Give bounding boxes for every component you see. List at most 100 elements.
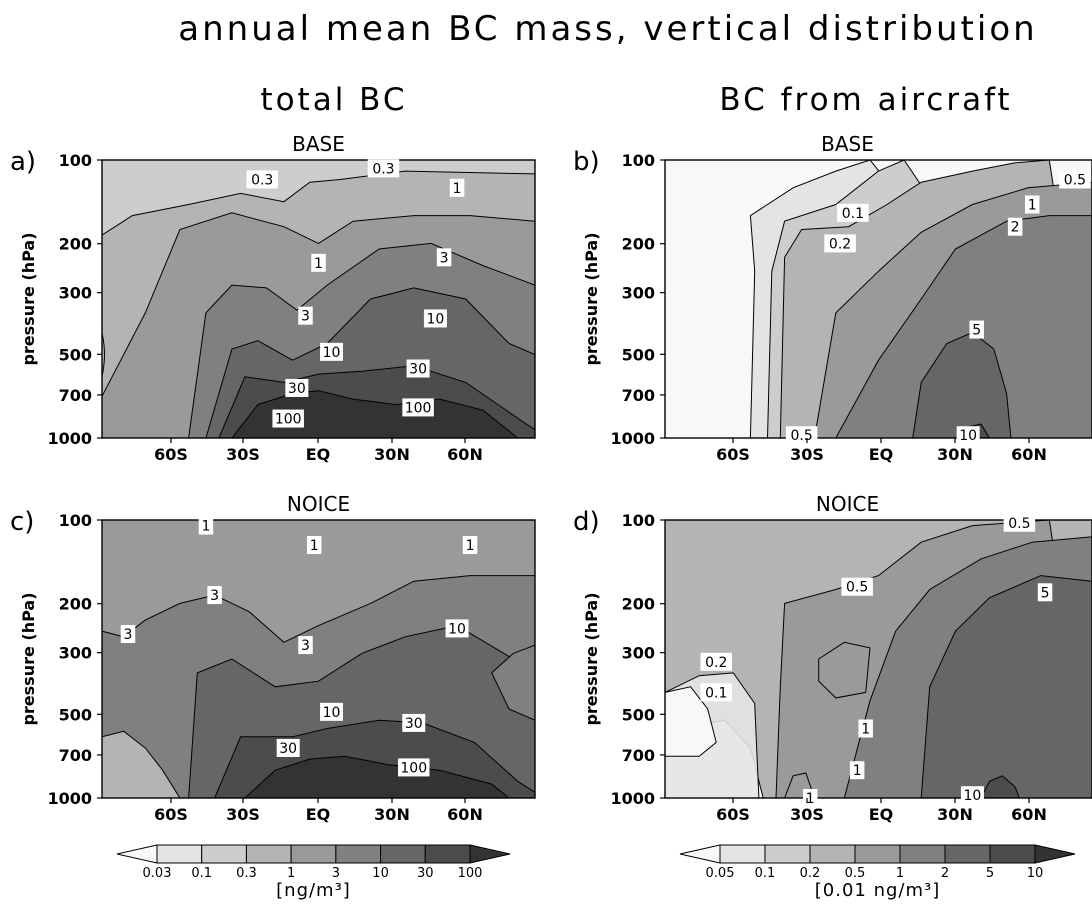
colorbar-tick-label: 1 [896,866,904,881]
contour-label-bg [841,577,873,596]
contour-label: 30 [409,362,427,378]
contour-fill-group [102,160,535,438]
colorbar-tick-label: 0.1 [191,866,212,881]
y-tick-label: 300 [59,644,92,663]
y-tick-label: 200 [622,595,655,614]
x-tick-label: 30S [226,805,260,824]
panel-letter: b) [573,147,600,177]
colorbar-tick-label: 3 [332,866,340,881]
panel-title: NOICE [816,492,879,516]
y-axis-label: pressure (hPa) [582,592,601,725]
contour-label-bg [319,342,343,361]
panel-title: NOICE [287,492,350,516]
colorbar-swatch [989,844,1036,864]
y-tick-label: 200 [59,235,92,254]
contour-label: 1 [466,538,475,554]
contour-label-bg [272,409,304,428]
y-tick-label: 700 [59,386,92,405]
y-tick-label: 100 [622,151,655,170]
x-tick-label: EQ [306,805,331,824]
contour-level-3 [920,575,1092,798]
panel-c: 1 1 1 3 3 3 10 10 30 30 100 100 200 300 500 700 1000 60S 3… [10,492,536,824]
contour-label: 0.5 [846,580,868,596]
contour-label: 10 [323,345,341,361]
contour-low-pocket [102,730,181,798]
contour-label: 2 [1011,220,1020,236]
contour-label: 10 [448,621,466,637]
contour-label: 3 [124,627,133,643]
contour-label: 100 [275,412,302,428]
contour-label: 5 [972,323,981,339]
contour-label: 1 [310,538,319,554]
contour-label-bg [1007,217,1023,236]
contour-label-bg [406,359,430,378]
contour-label-bg [1024,195,1040,214]
contour-label-bg [285,378,309,397]
y-tick-label: 100 [622,511,655,530]
y-tick-label: 500 [59,345,92,364]
x-tick-label: 30N [937,805,973,824]
x-tick-label: 30N [374,805,410,824]
figure-title: annual mean BC mass, vertical distributi… [178,9,1037,49]
contour-label-bg [956,426,980,445]
contour-label-bg [1037,583,1053,602]
colorbar-swatch [380,844,426,864]
contour-label: 3 [210,588,219,604]
y-axis-label: pressure (hPa) [19,592,38,725]
x-tick-label: 60S [716,805,750,824]
contour-label: 0.5 [1008,516,1030,532]
x-tick-label: 30N [937,445,973,464]
contour-label: 1 [861,722,870,738]
colorbar-tick-label: 2 [941,866,949,881]
contour-label-bg [824,234,856,253]
contour-label: 3 [440,250,449,266]
x-tick-label: EQ [306,445,331,464]
contour-label-bg [298,306,313,325]
panel-d: 0.5 0.5 5 0.2 0.1 1 1 1 10 100 200 300 500 700 1000 60S… [573,492,1092,824]
contour-label: 1 [853,763,862,779]
contour-label: 100 [405,400,432,416]
x-tick-label: 30S [226,445,260,464]
colorbar-tick-label: 10 [372,866,389,881]
y-tick-label: 1000 [610,789,655,808]
contour-fill-group [665,160,1092,438]
x-tick-label: 60N [447,445,483,464]
colorbar-high-triangle [469,844,511,864]
y-tick-label: 1000 [47,789,92,808]
panel-letter: a) [10,147,36,177]
panel-letter: c) [10,507,34,537]
colorbar-low-triangle [679,844,721,864]
contour-label-bg [785,426,818,445]
y-tick-label: 100 [59,511,92,530]
contour-label: 0.2 [829,236,851,252]
contour-label-bg [246,170,278,189]
contour-label-bg [207,586,222,605]
contour-label-bg [402,713,426,732]
colorbar-units: [0.01 ng/m³] [815,880,941,901]
colorbar-tick-label: 1 [287,866,295,881]
x-tick-label: 60N [1011,805,1047,824]
y-tick-label: 300 [622,284,655,303]
x-tick-label: 30S [790,805,824,824]
colorbar-swatch [201,844,247,864]
contour-label-bg [700,683,732,702]
colorbar-swatch [944,844,991,864]
y-tick-label: 700 [622,386,655,405]
contour-label: 0.1 [842,206,864,222]
panel-b: 0.1 0.2 0.5 12 5 0.5 10 100 200 300 500 700 1000 60S 3… [573,132,1092,464]
y-tick-label: 500 [59,705,92,724]
y-tick-label: 1000 [610,429,655,448]
contour-label-bg [367,159,400,178]
contour-label-bg [837,203,869,222]
colorbar-tick-label: 0.5 [845,866,866,881]
colorbar-swatch [854,844,901,864]
colorbar-swatch [764,844,811,864]
colorbar-tick-label: 0.03 [143,866,172,881]
colorbar-swatch [899,844,946,864]
contour-label: 10 [426,311,444,327]
contour-label: 5 [1041,585,1050,601]
contour-label-bg [969,320,984,339]
contour-right-pocket [491,644,535,721]
contour-label: 1 [806,791,815,807]
colorbar-tick-label: 100 [458,866,483,881]
